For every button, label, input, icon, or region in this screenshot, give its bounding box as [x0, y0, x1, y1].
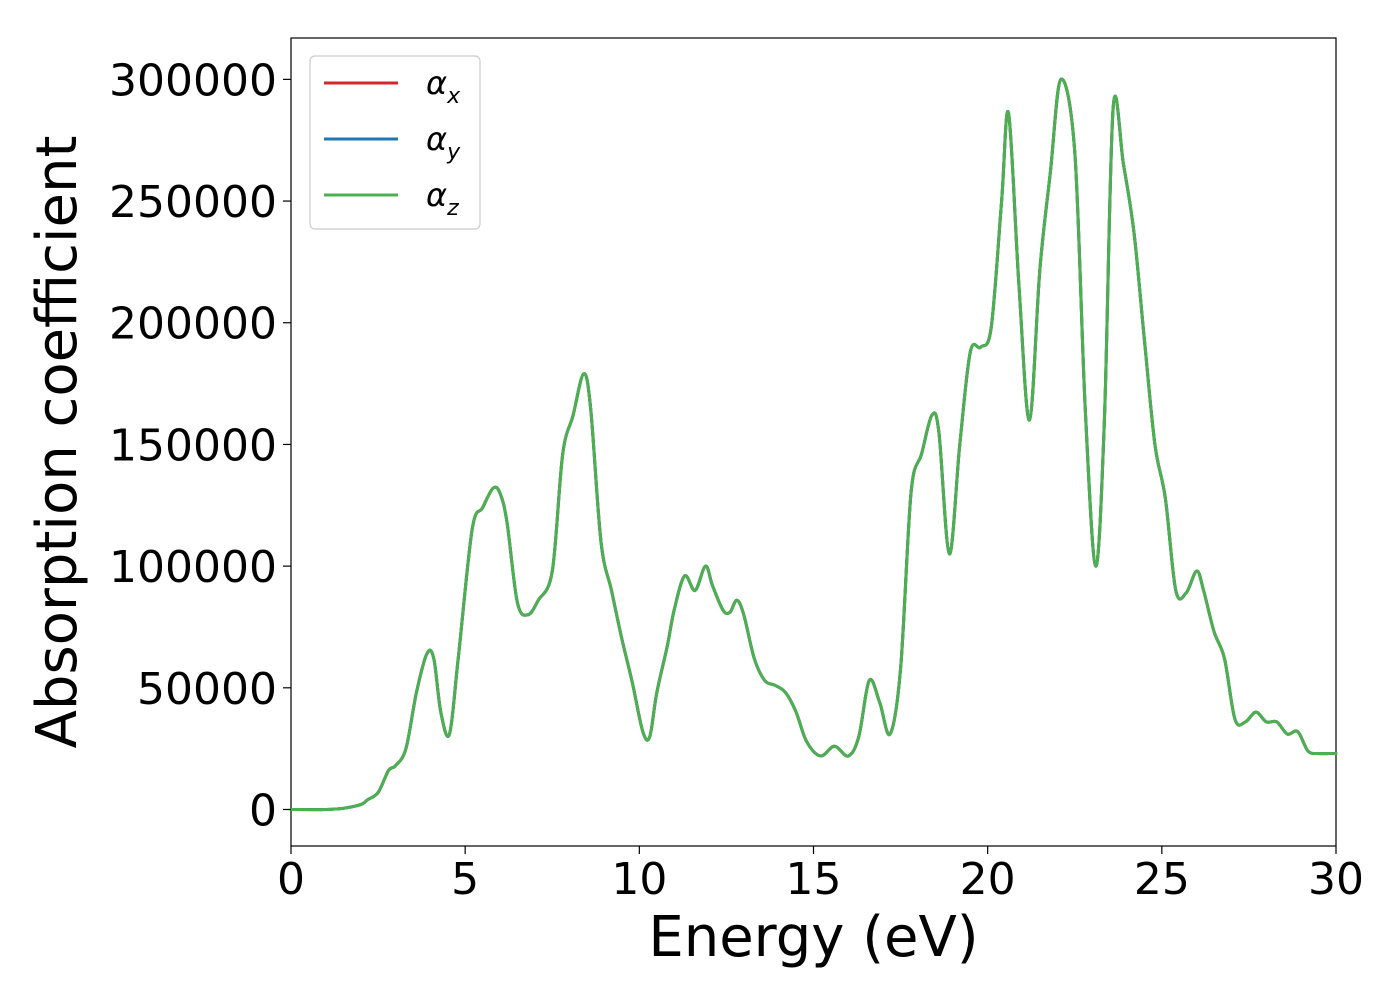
- y-tick-label: 300000: [109, 55, 277, 106]
- legend-label: αy: [426, 120, 461, 165]
- y-tick-label: 150000: [109, 420, 277, 471]
- y-tick-label: 50000: [137, 664, 277, 715]
- legend-symbol: α: [426, 120, 447, 158]
- x-axis: 0 5 10 15 20 25 30: [277, 846, 1364, 905]
- x-tick-label: 25: [1134, 854, 1190, 905]
- x-tick-label: 10: [611, 854, 667, 905]
- x-tick-label: 30: [1308, 854, 1364, 905]
- y-tick-label: 200000: [109, 299, 277, 350]
- x-tick-label: 5: [451, 854, 479, 905]
- x-axis-title: Energy (eV): [648, 905, 978, 970]
- legend-label: αx: [426, 64, 461, 109]
- legend-box: [309, 55, 481, 230]
- series-line-alpha-z: [289, 77, 1338, 812]
- legend-symbol: α: [426, 176, 447, 214]
- y-tick-label: 250000: [109, 177, 277, 228]
- legend-subscript: y: [446, 140, 461, 165]
- legend-subscript: z: [446, 196, 459, 221]
- legend-label: αz: [426, 176, 459, 221]
- y-tick-label: 0: [249, 785, 277, 836]
- y-tick-label: 100000: [109, 542, 277, 593]
- legend-symbol: α: [426, 64, 447, 102]
- legend-subscript: x: [446, 84, 461, 109]
- x-tick-label: 15: [786, 854, 842, 905]
- x-tick-label: 20: [960, 854, 1016, 905]
- x-tick-label: 0: [277, 854, 305, 905]
- series-group: [289, 77, 1338, 812]
- y-axis-title: Absorption coefficient: [25, 136, 90, 749]
- y-axis: 0 50000 100000 150000 200000 250000 300000: [109, 55, 291, 836]
